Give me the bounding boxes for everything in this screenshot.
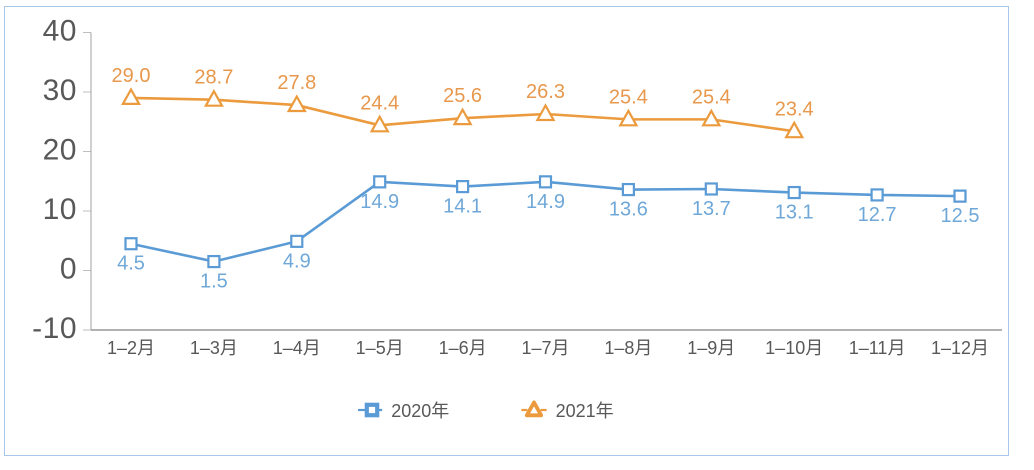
svg-text:1–10月: 1–10月 [765,338,823,358]
svg-text:4.9: 4.9 [283,250,311,272]
svg-text:25.4: 25.4 [692,86,731,108]
svg-text:14.9: 14.9 [526,191,565,213]
svg-text:1–5月: 1–5月 [356,338,404,358]
svg-text:1–6月: 1–6月 [439,338,487,358]
svg-text:10: 10 [43,193,77,226]
svg-text:14.1: 14.1 [443,196,482,218]
svg-text:27.8: 27.8 [277,72,316,94]
svg-text:1–7月: 1–7月 [521,338,569,358]
svg-text:14.9: 14.9 [360,191,399,213]
svg-text:29.0: 29.0 [112,65,151,87]
svg-text:1–11月: 1–11月 [849,338,906,358]
svg-text:13.1: 13.1 [775,202,814,224]
svg-text:12.5: 12.5 [941,205,980,227]
svg-text:1–12月: 1–12月 [931,338,989,358]
svg-text:0: 0 [60,253,77,286]
svg-text:1.5: 1.5 [200,271,228,293]
svg-text:2021年: 2021年 [556,401,614,421]
svg-text:20: 20 [43,134,77,167]
svg-text:1–9月: 1–9月 [687,338,735,358]
svg-text:25.6: 25.6 [443,85,482,107]
svg-text:25.4: 25.4 [609,86,648,108]
svg-text:12.7: 12.7 [858,204,897,226]
svg-text:40: 40 [43,15,77,48]
svg-text:-10: -10 [32,312,77,345]
svg-text:1–8月: 1–8月 [604,338,652,358]
svg-text:4.5: 4.5 [117,253,145,275]
svg-text:13.7: 13.7 [692,198,731,220]
svg-text:1–3月: 1–3月 [190,338,238,358]
svg-text:23.4: 23.4 [775,98,814,120]
svg-text:30: 30 [43,74,77,107]
svg-text:13.6: 13.6 [609,199,648,221]
svg-text:1–4月: 1–4月 [273,338,321,358]
svg-text:24.4: 24.4 [360,92,399,114]
svg-text:2020年: 2020年 [391,401,449,421]
svg-text:1–2月: 1–2月 [107,338,155,358]
svg-text:28.7: 28.7 [194,67,233,89]
svg-text:26.3: 26.3 [526,81,565,103]
